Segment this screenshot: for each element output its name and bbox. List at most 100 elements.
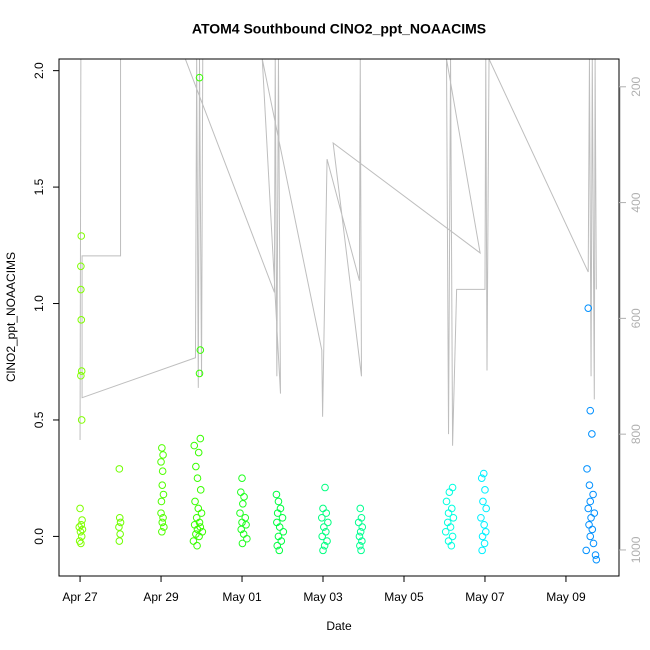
data-point: [238, 539, 247, 548]
data-point: [278, 513, 287, 522]
data-point: [358, 523, 367, 531]
data-point: [477, 474, 486, 482]
data-point: [77, 232, 86, 240]
data-point: [273, 541, 282, 550]
data-point: [197, 509, 206, 517]
data-point: [77, 285, 85, 294]
data-point: [583, 465, 591, 473]
data-point: [189, 537, 198, 545]
data-point: [237, 525, 246, 534]
data-point: [158, 444, 166, 452]
data-point: [481, 527, 490, 536]
data-point: [591, 551, 600, 559]
data-point: [191, 497, 199, 506]
data-point: [190, 441, 199, 450]
data-point: [196, 434, 205, 443]
y2-tick-label: 200: [629, 76, 643, 96]
x-tick-label: May 03: [303, 590, 343, 604]
y-tick-label: 0.0: [32, 528, 46, 545]
data-point: [158, 518, 167, 527]
data-point: [195, 369, 204, 378]
data-point: [320, 523, 328, 531]
data-point: [357, 546, 365, 555]
plot-frame: [58, 58, 620, 577]
data-point: [356, 527, 365, 536]
data-point: [193, 541, 201, 550]
data-point: [239, 500, 247, 508]
data-point: [356, 504, 365, 513]
data-point: [160, 523, 168, 531]
data-point: [592, 555, 601, 564]
data-point: [587, 513, 595, 522]
data-point: [320, 541, 329, 550]
data-point: [196, 486, 205, 494]
x-axis-label: Date: [326, 619, 352, 633]
data-point: [317, 513, 326, 522]
x-tick-label: May 05: [384, 590, 424, 604]
data-point: [442, 497, 451, 506]
data-point: [479, 497, 487, 506]
data-point: [584, 504, 593, 513]
data-point: [478, 532, 487, 541]
data-point: [319, 546, 327, 555]
y-tick-label: 2.0: [32, 62, 46, 79]
y2-tick-label: 400: [629, 192, 643, 212]
pressure-line: [79, 59, 597, 446]
y2-tick-label: 1000: [629, 536, 643, 563]
data-point: [448, 483, 457, 492]
data-point: [272, 490, 281, 499]
data-point: [115, 465, 124, 473]
data-point: [480, 539, 489, 548]
data-point: [446, 523, 455, 531]
data-point: [116, 518, 125, 527]
data-point: [195, 518, 204, 527]
y-axis-label: ClNO2_ppt_NOAACIMS: [4, 252, 18, 382]
data-point: [77, 316, 86, 324]
data-point: [584, 304, 593, 312]
y-tick-label: 1.5: [32, 178, 46, 195]
data-point: [196, 346, 205, 354]
data-point: [115, 513, 124, 522]
data-point: [318, 532, 326, 541]
data-point: [447, 504, 456, 513]
data-point: [115, 523, 123, 531]
data-point: [444, 509, 453, 517]
data-point: [585, 520, 593, 529]
data-point: [477, 513, 485, 522]
y-tick-label: 0.5: [32, 411, 46, 428]
data-point: [76, 504, 84, 513]
data-point: [159, 490, 168, 499]
data-point: [157, 458, 165, 466]
data-point: [354, 518, 363, 527]
data-point: [447, 541, 456, 550]
x-tick-label: May 07: [465, 590, 505, 604]
data-point: [324, 518, 332, 527]
data-point: [236, 509, 244, 517]
data-point: [448, 532, 457, 541]
data-point: [193, 525, 202, 534]
data-point: [159, 451, 167, 459]
data-point: [238, 474, 246, 482]
data-point: [195, 73, 204, 82]
data-point: [585, 481, 594, 489]
data-point: [240, 493, 248, 501]
data-point: [358, 537, 366, 545]
data-point: [158, 481, 167, 489]
chart-title: ATOM4 Southbound ClNO2_ppt_NOAACIMS: [192, 21, 486, 37]
data-point: [157, 497, 166, 506]
data-point: [194, 504, 203, 513]
data-point: [274, 497, 283, 506]
data-point: [321, 483, 329, 492]
data-point: [479, 469, 488, 478]
data-point: [356, 541, 364, 550]
data-point: [322, 527, 330, 536]
x-tick-label: Apr 27: [62, 590, 98, 604]
data-point: [77, 539, 85, 548]
data-point: [277, 537, 286, 545]
data-point: [449, 513, 458, 522]
y-tick-label: 1.0: [32, 295, 46, 312]
data-point: [158, 467, 167, 476]
data-point: [582, 546, 591, 555]
data-point: [275, 546, 284, 555]
